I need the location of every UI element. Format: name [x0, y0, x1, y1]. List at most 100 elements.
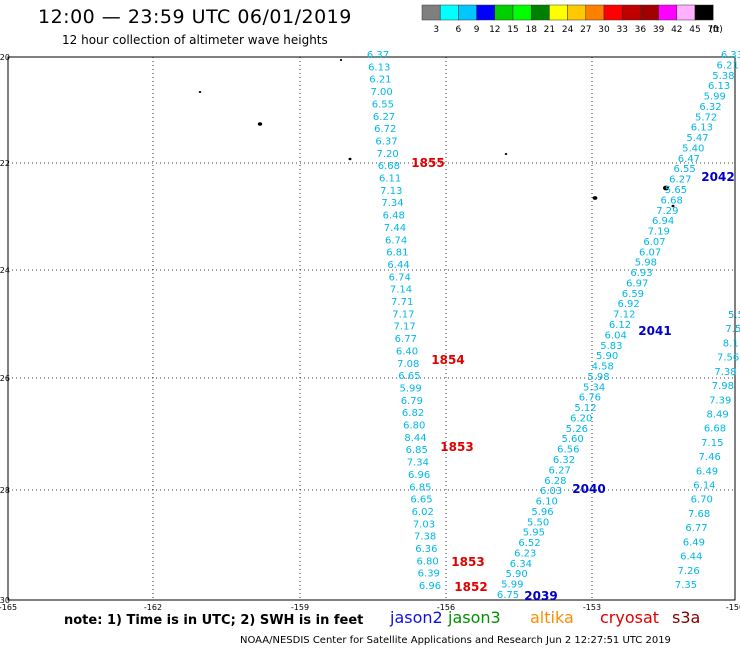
- wave-height-value: 7.38: [414, 532, 436, 543]
- wave-height-value: 5.65: [665, 185, 687, 196]
- wave-height-value: 6.76: [579, 393, 601, 404]
- wave-height-value: 6.21: [717, 60, 739, 71]
- wave-height-value: 7.56: [717, 353, 739, 364]
- wave-height-value: 6.68: [661, 195, 683, 206]
- wave-height-value: 7.71: [391, 297, 413, 308]
- colorbar-label: 3: [433, 25, 439, 35]
- colorbar-label: 39: [653, 25, 665, 35]
- legend-jason2: jason2: [390, 608, 443, 627]
- colorbar-label: 36: [635, 25, 647, 35]
- wave-height-value: 7.46: [699, 452, 721, 463]
- wave-height-value: 6.74: [385, 235, 407, 246]
- pass-time-label: 1854: [431, 353, 464, 367]
- colorbar-label: 18: [525, 25, 537, 35]
- wave-height-value: 6.52: [518, 538, 540, 549]
- wave-height-value: 5.12: [574, 403, 596, 414]
- colorbar-label: 27: [580, 25, 591, 35]
- wave-height-value: 6.92: [617, 299, 639, 310]
- colorbar-label: 45: [689, 25, 700, 35]
- wave-height-value: 6.79: [401, 396, 423, 407]
- wave-height-value: 6.55: [673, 164, 695, 175]
- wave-height-value: 6.07: [639, 247, 661, 258]
- wave-height-value: 6.49: [683, 537, 705, 548]
- wave-height-value: 7.34: [407, 458, 429, 469]
- wave-height-value: 6.14: [693, 481, 715, 492]
- colorbar-label: 70: [707, 25, 719, 35]
- wave-height-value: 7.20: [377, 149, 399, 160]
- colorbar-label: 15: [507, 25, 518, 35]
- wave-height-value: 7.5: [725, 324, 740, 335]
- wave-height-value: 6.04: [605, 330, 627, 341]
- wave-height-value: 5.5: [728, 310, 740, 321]
- wave-height-value: 7.03: [413, 519, 435, 530]
- island-marker: [504, 152, 508, 156]
- lat-tick-label: -22: [0, 159, 10, 168]
- pass-time-label: 1853: [440, 440, 473, 454]
- wave-height-value: 6.32: [553, 455, 575, 466]
- wave-height-value: 5.99: [704, 92, 726, 103]
- wave-height-value: 6.44: [680, 552, 702, 563]
- wave-height-value: 6.85: [406, 445, 428, 456]
- pass-time-label: 2042: [701, 170, 734, 184]
- island-marker: [257, 122, 263, 126]
- wave-height-value: 7.15: [701, 438, 723, 449]
- footer-note: note: 1) Time is in UTC; 2) SWH is in fe…: [64, 613, 364, 628]
- wave-height-value: 6.28: [544, 476, 566, 487]
- wave-height-value: 6.80: [403, 421, 425, 432]
- island-marker: [671, 204, 675, 208]
- lon-tick-label: -162: [144, 603, 162, 612]
- wave-height-value: 6.23: [514, 548, 536, 559]
- colorbar-label: 30: [598, 25, 610, 35]
- wave-height-value: 6.49: [696, 466, 718, 477]
- wave-height-value: 6.85: [409, 482, 431, 493]
- wave-height-value: 6.97: [626, 278, 648, 289]
- wave-height-value: 6.70: [691, 495, 713, 506]
- wave-height-value: 7.39: [709, 395, 731, 406]
- colorbar-label: 42: [671, 25, 682, 35]
- wave-height-value: 5.98: [635, 258, 657, 269]
- wave-height-value: 4.58: [592, 362, 614, 373]
- map-frame: [7, 56, 736, 601]
- legend-cryosat: cryosat: [600, 608, 660, 627]
- wave-height-value: 6.55: [372, 99, 394, 110]
- wave-height-value: 6.20: [570, 413, 592, 424]
- wave-height-value: 6.75: [497, 590, 519, 601]
- wave-height-value: 6.07: [643, 237, 665, 248]
- wave-height-value: 8.1: [723, 338, 739, 349]
- wave-height-value: 6.82: [402, 408, 424, 419]
- wave-height-value: 5.90: [596, 351, 618, 362]
- wave-height-value: 6.74: [389, 272, 411, 283]
- lat-tick-label: -30: [0, 596, 10, 605]
- legend-s3a: s3a: [672, 608, 701, 627]
- wave-height-value: 7.14: [390, 285, 412, 296]
- wave-height-value: 6.34: [510, 559, 532, 570]
- wave-height-value: 7.44: [384, 223, 406, 234]
- lat-tick-label: -24: [0, 266, 10, 275]
- wave-height-value: 6.40: [396, 346, 418, 357]
- island-marker: [198, 90, 202, 94]
- island-marker: [592, 196, 598, 200]
- pass-time-label: 1852: [454, 580, 487, 594]
- wave-height-value: 6.36: [415, 544, 437, 555]
- wave-height-value: 6.10: [536, 497, 558, 508]
- wave-height-value: 5.98: [587, 372, 609, 383]
- wave-height-value: 7.12: [613, 310, 635, 321]
- wave-height-value: 6.37: [367, 50, 389, 61]
- wave-height-value: 6.68: [378, 161, 400, 172]
- wave-height-value: 6.12: [609, 320, 631, 331]
- wave-height-value: 5.96: [531, 507, 553, 518]
- wave-height-value: 5.95: [523, 528, 545, 539]
- wave-height-value: 7.26: [677, 566, 699, 577]
- wave-height-value: 6.59: [622, 289, 644, 300]
- wave-height-value: 5.50: [527, 517, 549, 528]
- wave-height-value: 7.34: [381, 198, 403, 209]
- wave-height-value: 6.03: [540, 486, 562, 497]
- page-subtitle: 12 hour collection of altimeter wave hei…: [62, 33, 328, 47]
- wave-height-value: 5.90: [505, 569, 527, 580]
- lon-tick-label: -156: [437, 603, 455, 612]
- wave-height-value: 7.17: [392, 309, 414, 320]
- wave-height-value: 6.11: [379, 174, 401, 185]
- colorbar-label: 9: [474, 25, 480, 35]
- wave-height-value: 6.80: [416, 556, 438, 567]
- lon-tick-label: -150: [726, 603, 740, 612]
